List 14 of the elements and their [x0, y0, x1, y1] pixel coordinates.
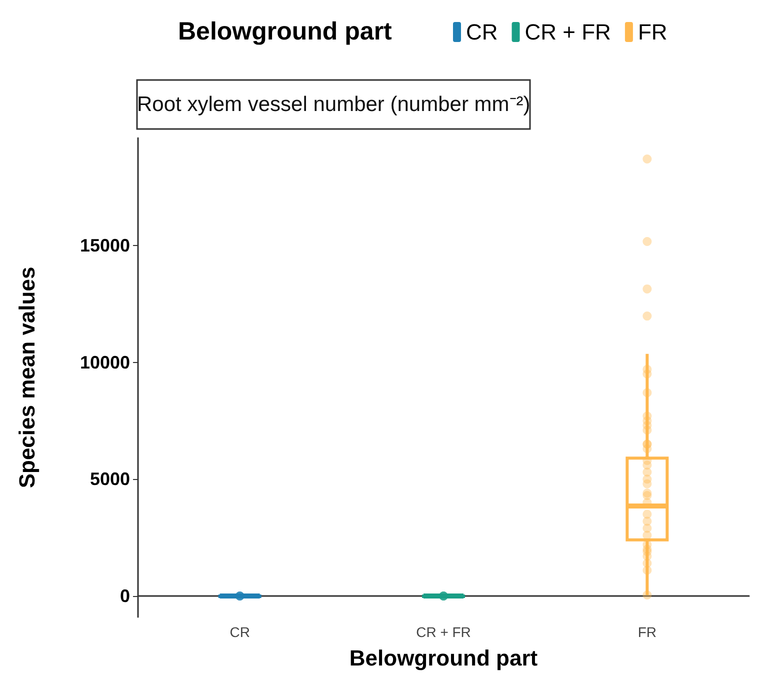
x-tick-label: CR + FR [416, 624, 471, 640]
y-tick-label: 5000 [90, 469, 130, 490]
y-tick-label: 0 [120, 586, 130, 606]
x-tick-label: FR [638, 624, 657, 640]
x-tick-label: CR [230, 624, 250, 640]
legend-label: CR + FR [524, 20, 611, 44]
chart-title: Root xylem vessel number (number mm⁻²) [137, 93, 530, 116]
y-axis-title: Species mean values [14, 266, 40, 488]
legend-label: FR [638, 20, 668, 44]
y-tick-label: 15000 [80, 235, 130, 256]
legend-title: Belowground part [178, 18, 393, 46]
legend-label: CR [466, 20, 498, 44]
x-axis-title: Belowground part [349, 646, 538, 670]
y-tick-label: 10000 [80, 352, 130, 372]
